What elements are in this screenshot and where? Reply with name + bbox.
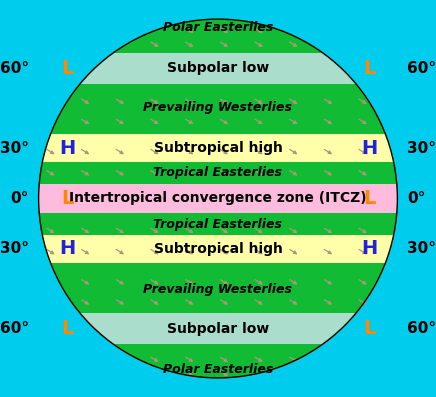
Bar: [39, 313, 397, 344]
Text: H: H: [59, 239, 75, 258]
Bar: [39, 53, 397, 84]
Text: Intertropical convergence zone (ITCZ): Intertropical convergence zone (ITCZ): [69, 191, 367, 206]
Text: 30°: 30°: [0, 141, 29, 156]
Text: L: L: [61, 319, 73, 338]
Text: Polar Easterlies: Polar Easterlies: [163, 21, 273, 34]
Text: Subpolar low: Subpolar low: [167, 62, 269, 75]
Text: Subtropical high: Subtropical high: [153, 242, 283, 256]
Text: L: L: [61, 59, 73, 78]
Text: 60°: 60°: [407, 321, 436, 336]
Text: 60°: 60°: [0, 321, 29, 336]
Text: L: L: [363, 189, 375, 208]
Text: Prevailing Westerlies: Prevailing Westerlies: [143, 101, 293, 114]
Text: 30°: 30°: [407, 241, 436, 256]
Text: L: L: [363, 59, 375, 78]
Circle shape: [39, 19, 397, 378]
Text: H: H: [361, 239, 377, 258]
Text: 0°: 0°: [407, 191, 426, 206]
Text: 0°: 0°: [10, 191, 29, 206]
Bar: [39, 184, 397, 213]
Text: L: L: [61, 189, 73, 208]
Text: 60°: 60°: [407, 61, 436, 76]
Bar: [39, 235, 397, 263]
Text: 60°: 60°: [0, 61, 29, 76]
Text: Polar Easterlies: Polar Easterlies: [163, 363, 273, 376]
Text: 30°: 30°: [407, 141, 436, 156]
Text: Subtropical high: Subtropical high: [153, 141, 283, 155]
Bar: [39, 134, 397, 162]
Text: 30°: 30°: [0, 241, 29, 256]
Text: H: H: [59, 139, 75, 158]
Text: Prevailing Westerlies: Prevailing Westerlies: [143, 283, 293, 296]
Text: Subpolar low: Subpolar low: [167, 322, 269, 335]
Text: Tropical Easterlies: Tropical Easterlies: [153, 166, 283, 179]
Text: H: H: [361, 139, 377, 158]
Text: Tropical Easterlies: Tropical Easterlies: [153, 218, 283, 231]
Text: L: L: [363, 319, 375, 338]
